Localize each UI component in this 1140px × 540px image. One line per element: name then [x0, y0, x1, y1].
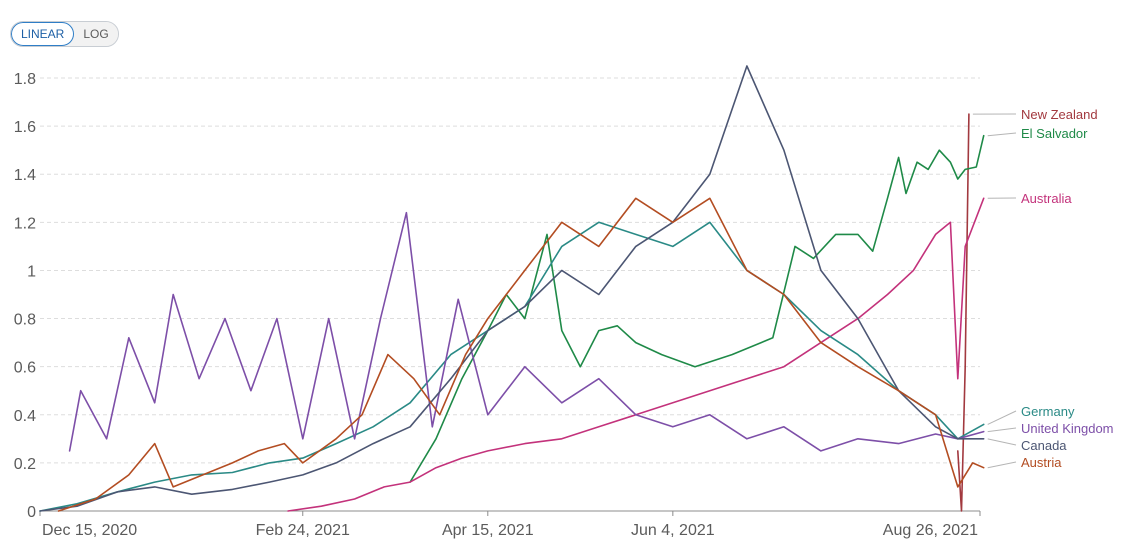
legend: New Zealand El Salvador Australia Germany Un…	[972, 107, 1114, 470]
x-tick-label: Dec 15, 2020	[42, 522, 137, 539]
legend-label[interactable]: Austria	[1021, 455, 1062, 470]
series-line-new-zealand[interactable]	[957, 113, 970, 512]
y-tick-label: 0.8	[14, 312, 36, 329]
log-scale-button[interactable]: LOG	[74, 22, 118, 46]
legend-label[interactable]: United Kingdom	[1021, 421, 1114, 436]
legend-label[interactable]: El Salvador	[1021, 126, 1088, 141]
legend-connector	[987, 438, 1017, 446]
y-tick-label: 1.4	[14, 167, 36, 184]
legend-label[interactable]: Germany	[1021, 404, 1075, 419]
x-tick-label: Aug 26, 2021	[883, 522, 978, 539]
y-tick-label: 1	[27, 263, 36, 280]
legend-label[interactable]: New Zealand	[1021, 107, 1098, 122]
series-lines	[39, 65, 985, 512]
legend-label[interactable]: Canada	[1021, 438, 1067, 453]
legend-connector	[987, 461, 1017, 469]
legend-connector	[987, 132, 1017, 137]
y-tick-label: 0	[27, 504, 36, 521]
series-line-australia[interactable]	[287, 197, 985, 512]
legend-label[interactable]: Australia	[1021, 191, 1072, 206]
x-tick-label: Feb 24, 2021	[256, 522, 350, 539]
y-tick-label: 1.6	[14, 119, 36, 136]
scale-toggle: LINEAR LOG	[10, 21, 119, 47]
series-line-united-kingdom[interactable]	[68, 211, 985, 452]
linear-scale-button[interactable]: LINEAR	[11, 22, 75, 46]
y-tick-label: 0.6	[14, 360, 36, 377]
series-line-austria[interactable]	[57, 197, 985, 512]
axes: 0 0.2 0.4 0.6 0.8 1 1.2 1.4 1.6 1.8 Dec 15, 2020 Fe…	[14, 71, 981, 539]
series-line-el-salvador[interactable]	[409, 134, 985, 483]
series-line-canada[interactable]	[39, 65, 985, 512]
y-tick-label: 1.8	[14, 71, 36, 88]
legend-connector	[987, 410, 1017, 425]
x-tick-label: Jun 4, 2021	[631, 522, 715, 539]
y-tick-label: 0.2	[14, 456, 36, 473]
y-tick-label: 1.2	[14, 215, 36, 232]
x-tick-label: Apr 15, 2021	[442, 522, 534, 539]
grid	[40, 77, 980, 512]
y-tick-label: 0.4	[14, 408, 36, 425]
legend-connector	[987, 427, 1017, 433]
